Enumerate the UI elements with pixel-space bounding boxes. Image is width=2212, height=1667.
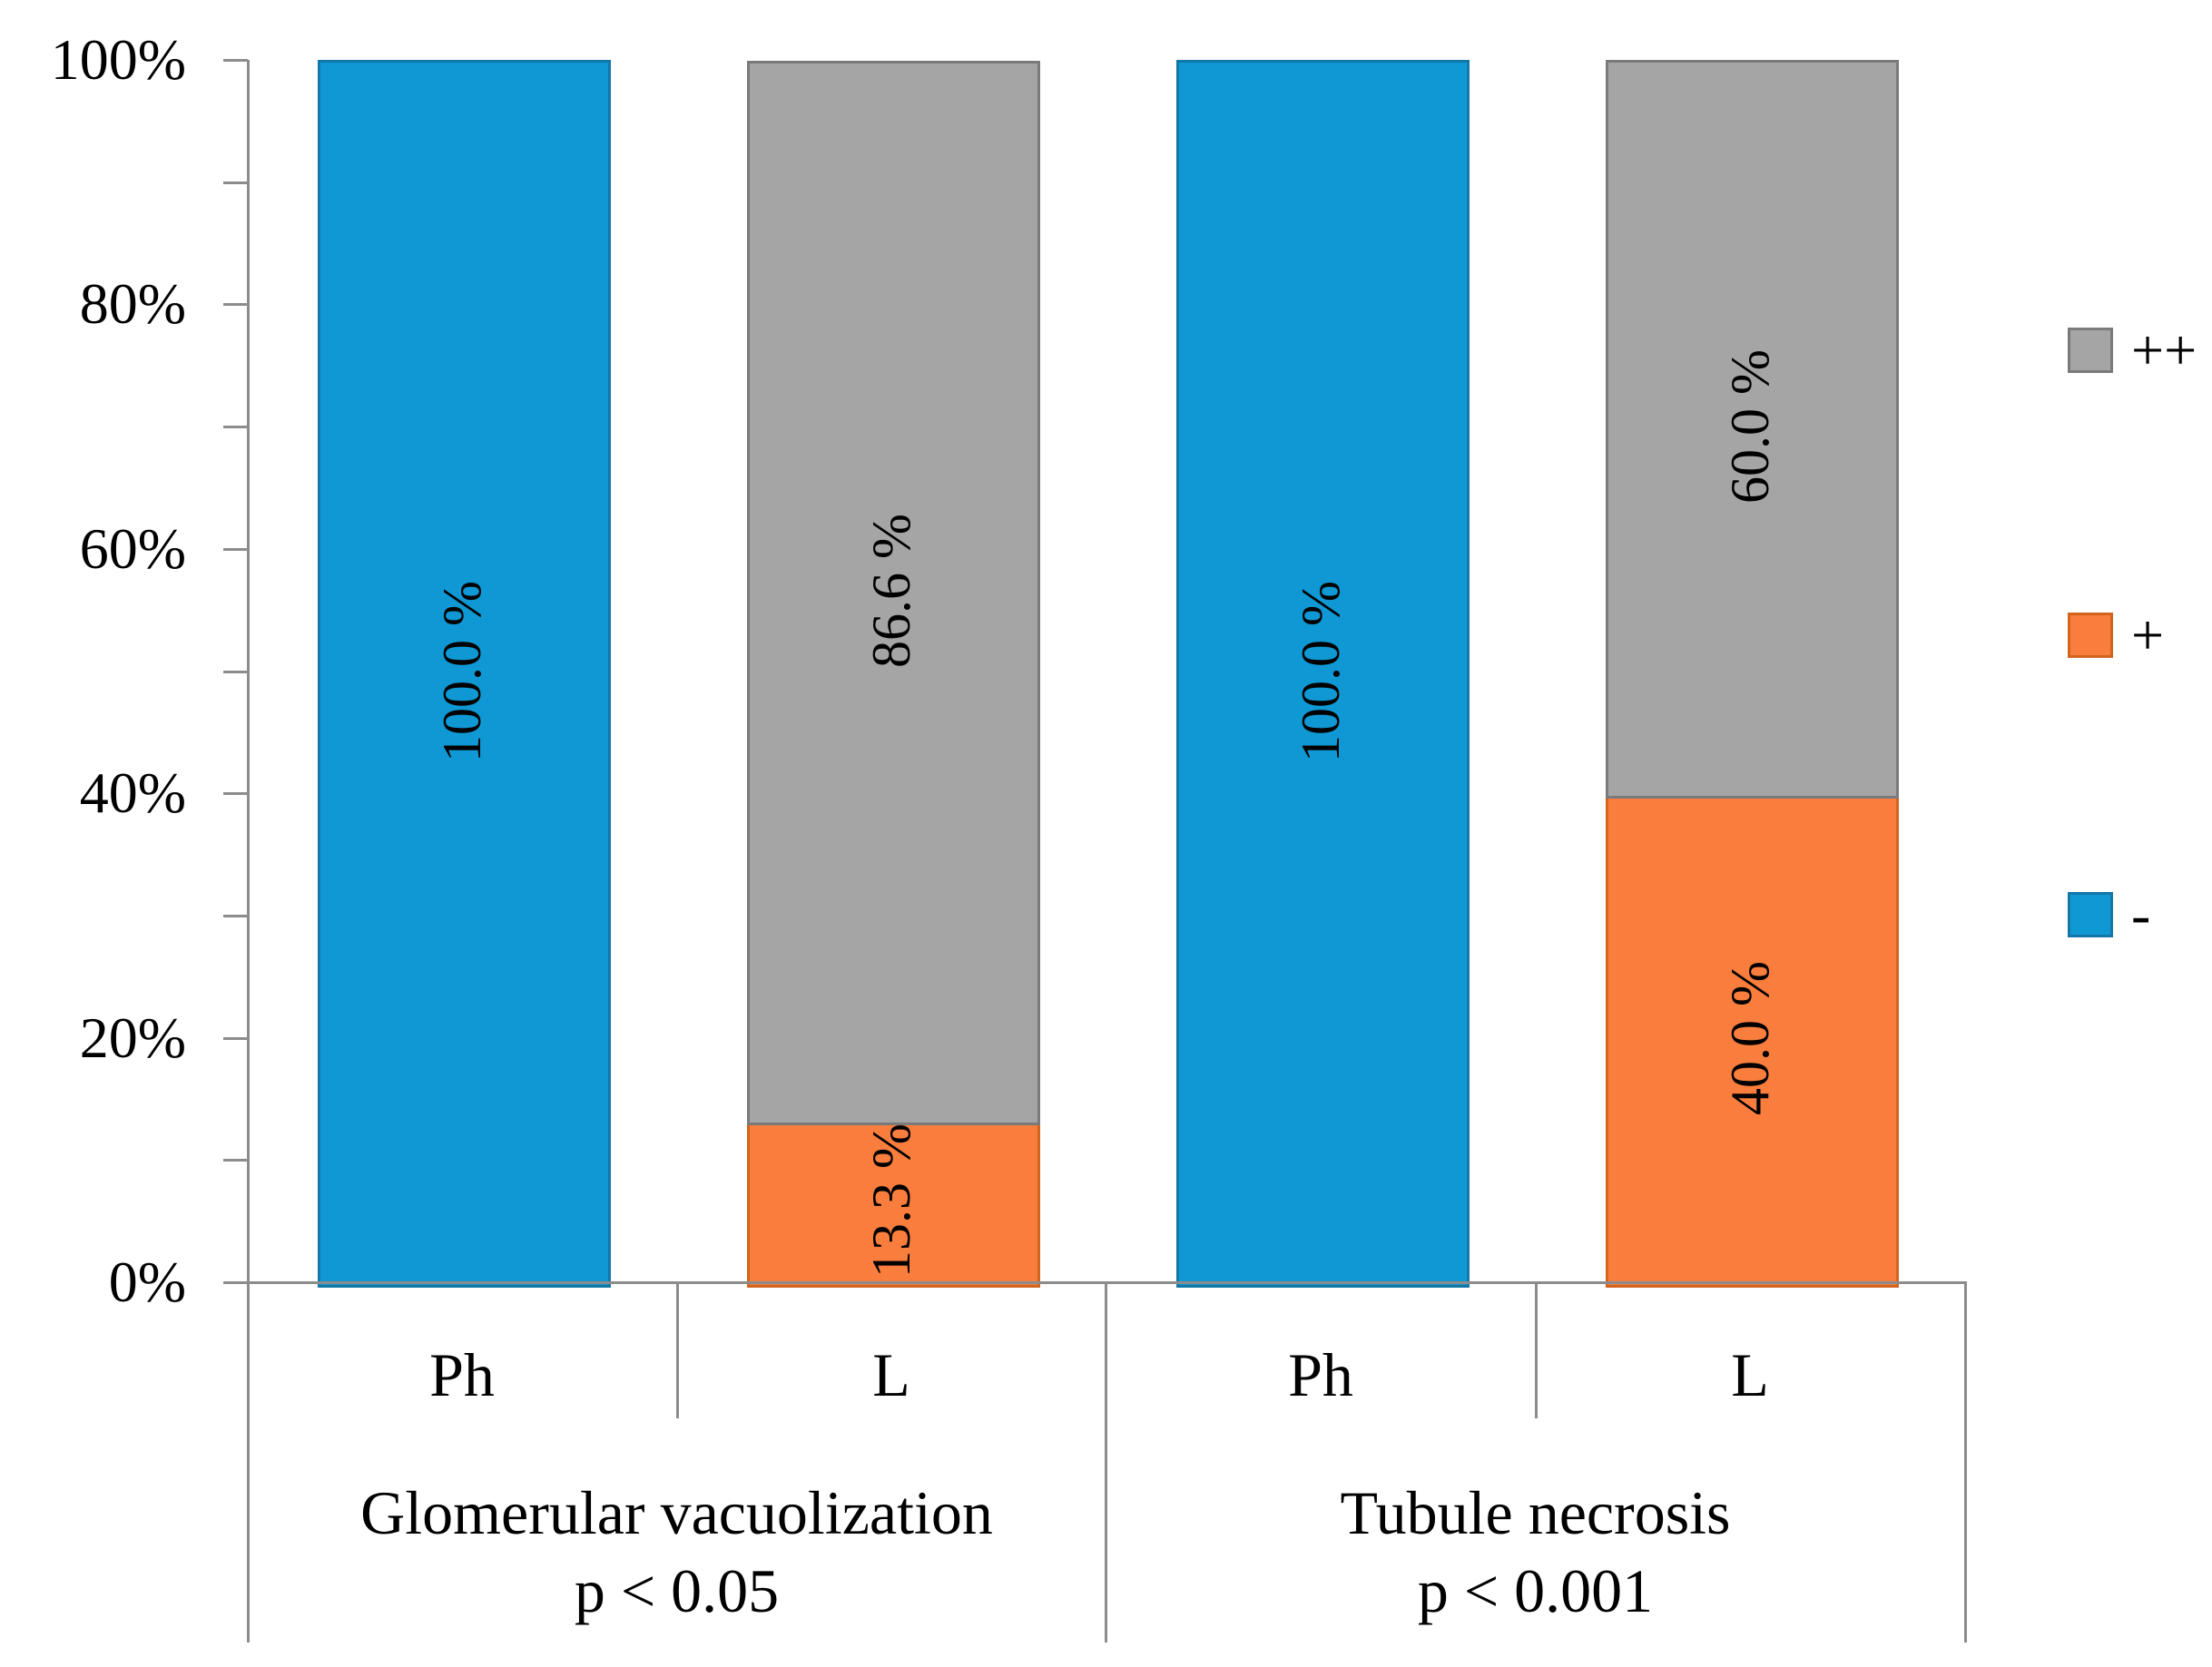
y-axis-tick-label: 100%	[50, 27, 186, 92]
y-axis-tick-label: 80%	[79, 271, 186, 336]
bar-segment	[1606, 793, 1899, 1288]
category-separator	[1535, 1282, 1538, 1418]
y-axis-tick	[223, 181, 248, 184]
y-axis-tick-label: 20%	[79, 1005, 186, 1070]
y-axis-tick	[223, 1159, 248, 1162]
y-axis-line	[247, 60, 250, 1642]
legend-label: ++	[2131, 318, 2197, 382]
y-axis-tick	[223, 59, 248, 62]
bar-segment	[1606, 60, 1899, 799]
bar-segment-label: 86.6 %	[861, 514, 921, 668]
category-separator	[1964, 1282, 1967, 1642]
y-axis-tick	[223, 671, 248, 673]
y-axis-tick-label: 0%	[108, 1250, 186, 1314]
bar-segment-label: 60.0 %	[1720, 349, 1780, 504]
legend-item: -	[2068, 882, 2151, 946]
category-separator	[676, 1282, 679, 1418]
category-separator	[247, 1282, 250, 1642]
y-axis-tick	[223, 303, 248, 306]
legend-label: +	[2131, 603, 2165, 667]
bar-segment	[1176, 60, 1470, 1288]
bar-segment-label: 40.0 %	[1720, 961, 1780, 1115]
legend-swatch	[2068, 328, 2113, 373]
category-label: L	[872, 1340, 910, 1409]
bar-segment	[747, 1120, 1040, 1288]
group-name: Tubule necrosis	[1340, 1478, 1731, 1547]
y-axis-tick	[223, 426, 248, 428]
y-axis-tick	[223, 915, 248, 917]
y-axis-tick	[223, 1037, 248, 1040]
bar-segment-label: 100.0 %	[1291, 581, 1351, 762]
category-label: Ph	[429, 1340, 495, 1409]
bar-segment	[747, 61, 1040, 1125]
y-axis-tick-label: 60%	[79, 516, 186, 581]
legend-swatch	[2068, 613, 2113, 658]
bar-segment	[318, 60, 611, 1288]
group-name: Glomerular vacuolization	[360, 1478, 993, 1547]
y-axis-tick-label: 40%	[79, 760, 186, 825]
bar-segment-label: 13.3 %	[861, 1123, 921, 1278]
legend-swatch	[2068, 892, 2113, 937]
category-label: L	[1731, 1340, 1769, 1409]
legend-item: ++	[2068, 318, 2197, 382]
y-axis-tick	[223, 548, 248, 551]
bar-segment-label: 100.0 %	[432, 581, 492, 762]
category-separator	[1105, 1282, 1107, 1642]
legend-label: -	[2131, 882, 2151, 946]
group-significance: p < 0.001	[1417, 1556, 1654, 1625]
y-axis-tick	[223, 792, 248, 795]
legend-item: +	[2068, 603, 2165, 667]
category-label: Ph	[1288, 1340, 1353, 1409]
x-axis-line	[223, 1281, 1967, 1284]
group-significance: p < 0.05	[574, 1556, 780, 1625]
